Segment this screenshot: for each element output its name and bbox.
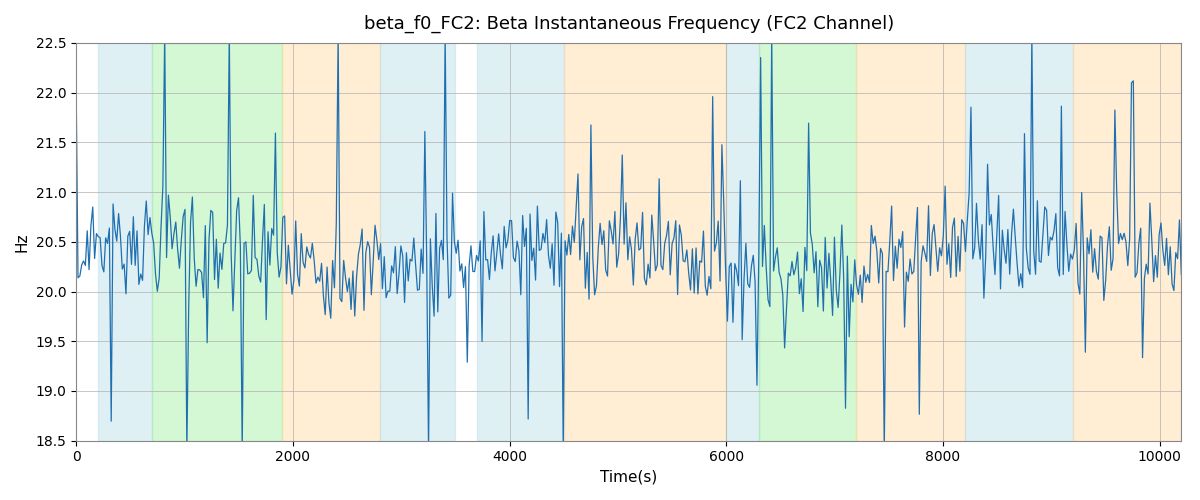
Bar bbox=[965, 43, 1073, 440]
Bar bbox=[726, 43, 758, 440]
Title: beta_f0_FC2: Beta Instantaneous Frequency (FC2 Channel): beta_f0_FC2: Beta Instantaneous Frequenc… bbox=[364, 15, 894, 34]
Bar bbox=[98, 43, 152, 440]
Bar bbox=[379, 43, 455, 440]
Bar bbox=[478, 43, 564, 440]
Y-axis label: Hz: Hz bbox=[14, 232, 30, 252]
Bar bbox=[857, 43, 965, 440]
Bar bbox=[564, 43, 726, 440]
Bar bbox=[1073, 43, 1181, 440]
Bar bbox=[282, 43, 379, 440]
Bar bbox=[758, 43, 857, 440]
Bar bbox=[152, 43, 282, 440]
X-axis label: Time(s): Time(s) bbox=[600, 470, 658, 485]
